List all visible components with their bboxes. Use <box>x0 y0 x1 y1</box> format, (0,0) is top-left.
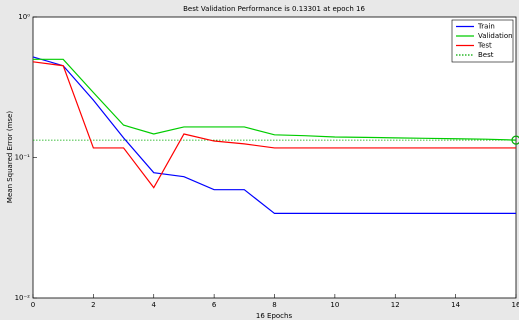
chart-title: Best Validation Performance is 0.13301 a… <box>183 5 365 13</box>
x-tick-label: 12 <box>391 301 400 309</box>
y-tick-label: 10⁰ <box>18 13 30 21</box>
x-tick-label: 10 <box>330 301 339 309</box>
x-tick-label: 2 <box>91 301 95 309</box>
legend-label: Train <box>477 23 495 31</box>
x-tick-label: 4 <box>152 301 157 309</box>
legend-label: Test <box>477 42 492 50</box>
series-line <box>32 56 516 215</box>
best-marker <box>511 135 519 145</box>
y-tick-label: 10⁻¹ <box>15 154 31 162</box>
series-line <box>33 58 517 141</box>
x-tick-label: 16 <box>512 301 519 309</box>
x-tick-label: 0 <box>31 301 35 309</box>
y-tick-label: 10⁻² <box>15 294 31 302</box>
x-tick-label: 14 <box>451 301 460 309</box>
legend-label: Validation <box>478 32 513 40</box>
plot-area <box>32 16 517 299</box>
y-axis-label: Mean Squared Error (mse) <box>6 111 14 203</box>
x-tick-label: 8 <box>272 301 276 309</box>
x-axis-label: 16 Epochs <box>256 312 293 320</box>
x-tick-label: 6 <box>212 301 217 309</box>
series-line <box>32 61 516 189</box>
legend-label: Best <box>478 51 494 59</box>
